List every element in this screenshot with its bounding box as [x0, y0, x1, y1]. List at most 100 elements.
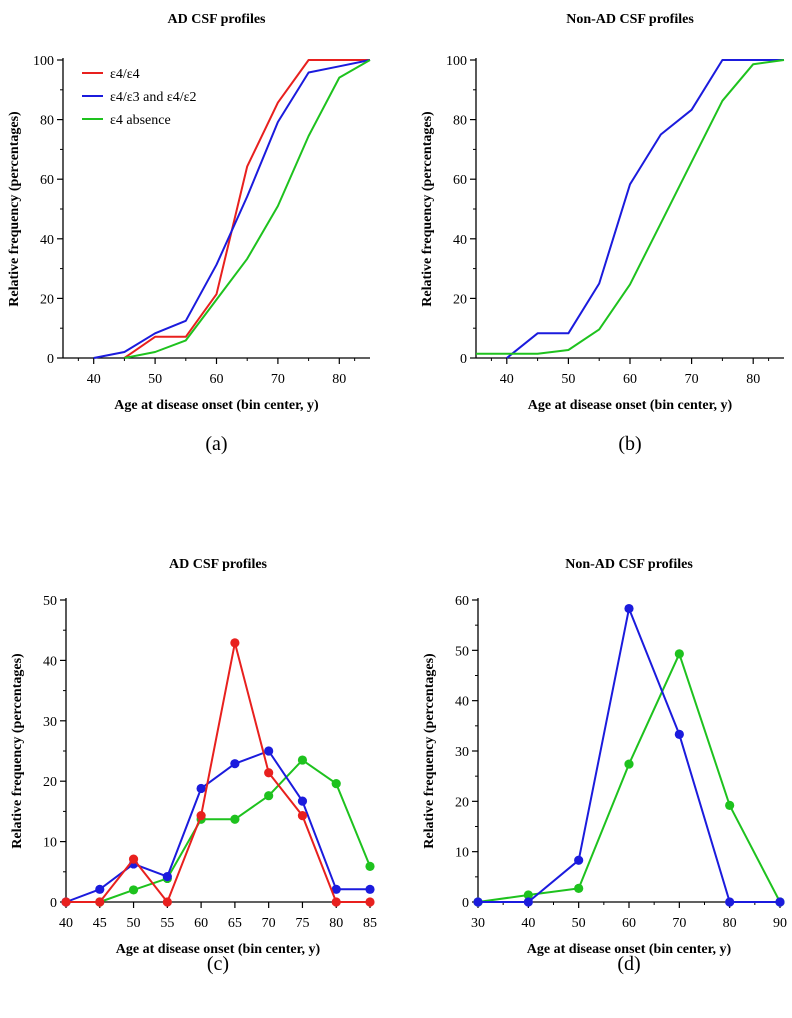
chart-title: AD CSF profiles — [168, 12, 267, 27]
y-axis-label: Relative frequency (percentages) — [420, 111, 435, 307]
x-tick-label: 50 — [148, 372, 162, 387]
series-e4other — [61, 746, 375, 907]
panel-label: (a) — [205, 433, 227, 455]
series-e4e4 — [61, 638, 375, 907]
data-point-absence — [725, 800, 735, 810]
series-line-e4other — [478, 607, 780, 903]
series-line-e4other — [506, 59, 784, 359]
panel-label: (b) — [618, 433, 641, 455]
x-tick-label: 50 — [572, 916, 586, 931]
data-point-e4e4 — [128, 854, 139, 864]
y-tick-label: 40 — [455, 695, 469, 710]
x-tick-label: 40 — [521, 916, 535, 931]
data-point-e4other — [230, 759, 240, 769]
data-point-absence — [624, 759, 634, 769]
x-tick-label: 75 — [295, 916, 309, 931]
chart-panel-c: AD CSF profiles 0 10 20 30 40 50 40 45 50 55 60 65 70… — [10, 557, 377, 975]
data-point-e4other — [473, 897, 483, 907]
series-absence — [476, 59, 785, 355]
data-point-e4other — [331, 884, 341, 894]
x-tick-label: 40 — [59, 916, 73, 931]
data-point-e4other — [95, 884, 105, 894]
y-tick-label: 80 — [40, 114, 54, 129]
y-tick-label: 20 — [453, 292, 467, 307]
x-tick-label: 80 — [723, 916, 737, 931]
data-point-absence — [331, 779, 341, 789]
x-tick-label: 80 — [746, 372, 760, 387]
series-line-absence — [124, 59, 371, 359]
y-tick-label: 40 — [40, 233, 54, 248]
legend-label-e4e4: ε4/ε4 — [110, 67, 140, 82]
y-tick-label: 20 — [43, 775, 57, 790]
chart-panel-a: AD CSF profiles 0 20 40 60 80 100 40 50 60 70 80 Age… — [7, 12, 371, 455]
data-point-e4other — [365, 884, 375, 894]
y-tick-label: 60 — [453, 173, 467, 188]
series-e4other — [93, 59, 371, 359]
y-tick-label: 30 — [43, 715, 57, 730]
series-absence — [95, 755, 375, 907]
data-point-absence — [365, 861, 375, 871]
legend-label-e4other: ε4/ε3 and ε4/ε2 — [110, 90, 197, 105]
x-tick-label: 60 — [623, 372, 637, 387]
data-point-e4e4 — [365, 897, 375, 907]
y-tick-label: 50 — [455, 644, 469, 659]
y-tick-label: 40 — [43, 654, 57, 669]
data-point-e4other — [297, 796, 308, 806]
y-tick-label: 80 — [453, 114, 467, 129]
series-absence — [124, 59, 371, 359]
data-point-e4other — [624, 603, 634, 614]
panel-label: (c) — [207, 953, 229, 975]
x-tick-label: 40 — [87, 372, 101, 387]
y-tick-label: 100 — [33, 54, 54, 69]
data-point-e4other — [725, 897, 735, 907]
data-point-e4e4 — [95, 897, 105, 907]
data-point-e4e4 — [297, 811, 308, 821]
chart-title: Non-AD CSF profiles — [565, 557, 693, 572]
series-line-e4other — [93, 59, 371, 359]
series-line-absence — [99, 759, 371, 903]
data-point-e4e4 — [264, 768, 274, 778]
series-e4other — [506, 59, 784, 359]
series-e4e4 — [123, 59, 370, 359]
data-point-e4e4 — [196, 811, 206, 821]
y-tick-label: 100 — [446, 54, 467, 69]
data-point-e4e4 — [61, 897, 71, 907]
x-tick-label: 30 — [471, 916, 485, 931]
data-point-e4other — [674, 729, 684, 739]
series-line-e4e4 — [123, 59, 370, 359]
data-point-absence — [674, 649, 684, 659]
x-axis-label: Age at disease onset (bin center, y) — [528, 398, 733, 413]
chart-panel-b: Non-AD CSF profiles 0 20 40 60 80 100 40 50 60 70 8… — [420, 12, 785, 455]
x-tick-label: 80 — [329, 916, 343, 931]
y-tick-label: 0 — [50, 896, 57, 911]
x-tick-label: 60 — [210, 372, 224, 387]
x-tick-label: 70 — [685, 372, 699, 387]
data-point-e4other — [523, 897, 533, 907]
x-tick-label: 55 — [160, 916, 174, 931]
data-point-e4other — [162, 872, 172, 882]
data-point-absence — [523, 890, 533, 900]
data-point-e4other — [196, 783, 206, 794]
chart-title: AD CSF profiles — [169, 557, 268, 572]
x-tick-label: 70 — [271, 372, 285, 387]
series-absence — [473, 649, 785, 907]
x-tick-label: 45 — [93, 916, 107, 931]
x-tick-label: 50 — [561, 372, 575, 387]
legend-label-absence: ε4 absence — [110, 113, 171, 128]
x-tick-label: 60 — [194, 916, 208, 931]
x-tick-label: 80 — [332, 372, 346, 387]
x-tick-label: 85 — [363, 916, 377, 931]
x-tick-label: 40 — [500, 372, 514, 387]
y-tick-label: 20 — [40, 292, 54, 307]
data-point-e4other — [574, 855, 584, 865]
x-axis-label: Age at disease onset (bin center, y) — [527, 942, 732, 957]
y-axis-label: Relative frequency (percentages) — [422, 653, 437, 849]
series-line-e4e4 — [66, 641, 370, 903]
data-point-e4e4 — [162, 897, 172, 907]
y-tick-label: 20 — [455, 795, 469, 810]
series-line-absence — [476, 59, 785, 355]
x-tick-label: 60 — [622, 916, 636, 931]
x-tick-label: 65 — [228, 916, 242, 931]
y-tick-label: 60 — [455, 594, 469, 609]
